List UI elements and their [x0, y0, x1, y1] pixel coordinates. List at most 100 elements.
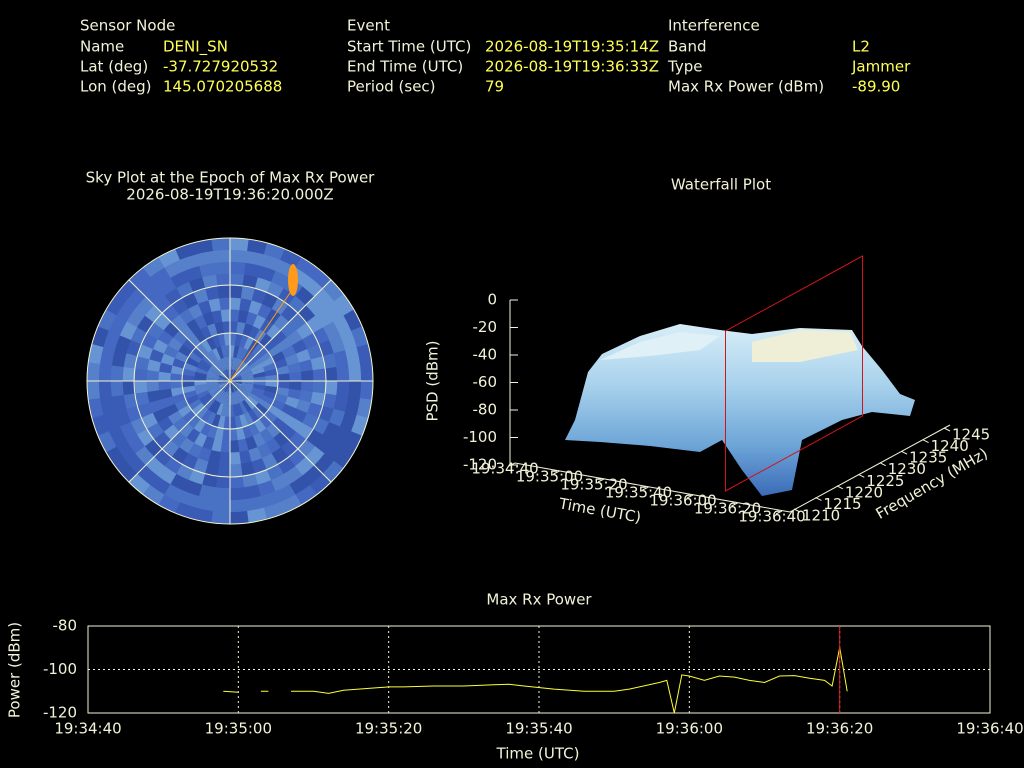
sky-cell: [211, 347, 221, 361]
sky-cell: [257, 265, 277, 283]
sky-cell: [230, 320, 239, 334]
y-tick-label: 1220: [845, 483, 883, 501]
section-title: Event: [347, 17, 390, 35]
sky-cell: [287, 388, 302, 401]
sky-cell: [305, 315, 324, 334]
sky-cell: [252, 367, 266, 375]
sky-cell: [230, 261, 247, 275]
sky-cell: [238, 388, 250, 399]
sky-cell: [309, 473, 332, 496]
sky-cell: [271, 270, 291, 289]
sky-cell: [287, 362, 302, 374]
sky-cell: [198, 484, 216, 500]
sky-cell: [360, 362, 373, 382]
sky-cell: [300, 370, 314, 382]
sky-cell: [229, 451, 241, 465]
sky-cell: [266, 323, 282, 340]
sky-cell: [202, 435, 215, 451]
sky-cell: [193, 328, 207, 344]
sky-cell: [205, 374, 219, 380]
surface-plateau: [600, 332, 720, 360]
sky-cell: [170, 386, 184, 397]
sky-cell: [233, 345, 240, 358]
x-tick: [597, 478, 605, 483]
sky-cell: [202, 311, 215, 326]
sky-cell: [202, 274, 219, 289]
time-marker-plane: [725, 255, 863, 492]
sky-cell: [274, 358, 289, 369]
sky-cell: [215, 403, 224, 416]
sky-cell: [230, 273, 245, 287]
sky-cell: [233, 392, 240, 405]
field-label: End Time (UTC): [347, 58, 463, 76]
x-tick-label: 19:36:00: [649, 492, 716, 510]
sky-cell: [333, 446, 355, 470]
sky-cell: [160, 396, 175, 409]
sky-cell: [234, 391, 243, 404]
sky-cell: [119, 421, 138, 441]
sky-cell: [217, 391, 226, 404]
sky-cell: [169, 473, 189, 492]
sky-cell: [204, 397, 216, 410]
sky-cell: [208, 366, 221, 375]
sky-cell: [196, 362, 210, 372]
x-tick: [775, 510, 783, 515]
sky-cell: [181, 374, 195, 381]
sky-cell: [295, 256, 319, 278]
sky-cell: [309, 267, 333, 289]
sky-cell: [158, 248, 181, 268]
z-tick-label: -60: [473, 373, 498, 391]
sky-cell: [273, 393, 288, 405]
sky-cell: [205, 380, 219, 385]
sky-cell: [230, 249, 248, 263]
sky-cell: [230, 381, 241, 389]
sky-cell: [234, 415, 243, 429]
sky-cell: [230, 381, 234, 394]
sky-cell: [137, 402, 153, 418]
sky-cell: [223, 369, 230, 381]
time-axis: [514, 462, 791, 513]
y-tick-label: -80: [53, 617, 78, 635]
sky-cell: [195, 342, 209, 356]
sky-cell: [239, 401, 249, 415]
sky-cell: [324, 300, 345, 323]
y-tick-label: -100: [43, 660, 77, 678]
sky-cell: [195, 406, 209, 420]
sky-cell: [87, 343, 104, 364]
sky-cell: [244, 262, 262, 278]
sky-cell: [205, 411, 217, 426]
sky-cell: [265, 374, 279, 382]
sky-cell: [247, 238, 268, 255]
sky-cell: [207, 399, 219, 413]
sky-cell: [188, 398, 202, 411]
x-tick-label: 19:35:40: [605, 484, 672, 502]
sky-cell: [322, 321, 341, 341]
sky-cell: [146, 358, 162, 372]
surface-body: [565, 324, 915, 496]
sky-cell: [257, 303, 273, 320]
sky-cell: [122, 366, 136, 381]
sky-cell: [253, 384, 266, 391]
sky-cell: [230, 309, 240, 322]
sky-cell: [99, 395, 115, 416]
x-tick-label: 19:35:40: [505, 720, 572, 738]
sky-cell: [333, 350, 349, 368]
sky-cell: [182, 385, 196, 394]
sky-cell: [258, 398, 272, 411]
sky-cell: [243, 484, 261, 500]
sky-cell: [285, 353, 300, 366]
y-tick: [815, 496, 822, 501]
sky-cell: [277, 337, 293, 352]
sky-cell: [105, 445, 126, 469]
sky-cell: [261, 356, 275, 368]
y-tick: [943, 427, 951, 432]
sky-cell: [259, 428, 274, 444]
sky-cell: [247, 409, 260, 423]
sky-cell: [164, 287, 183, 306]
sky-cell: [314, 434, 334, 455]
sky-cell: [207, 385, 220, 394]
sky-cell: [182, 368, 196, 377]
sky-cell: [334, 293, 355, 317]
field-value: L2: [852, 38, 870, 56]
sky-cell: [198, 358, 212, 370]
